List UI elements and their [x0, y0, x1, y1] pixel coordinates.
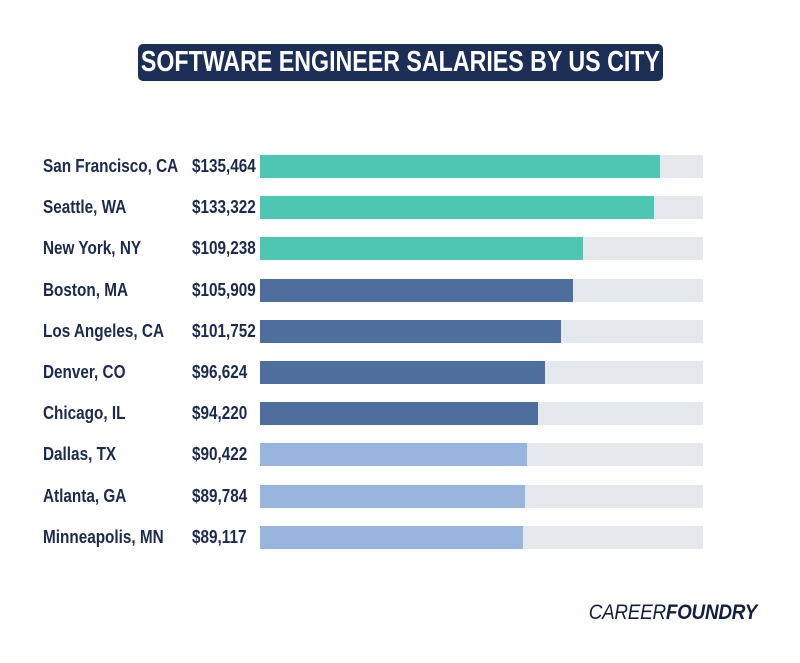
city-label: Los Angeles, CA [43, 320, 165, 341]
salary-value: $90,422 [192, 444, 248, 465]
bar-track [260, 361, 703, 385]
chart-row: Atlanta, GA $89,784 [43, 476, 703, 517]
salary-value: $96,624 [192, 362, 248, 383]
bar-track [260, 278, 703, 302]
salary-bar [260, 402, 539, 426]
city-label: Dallas, TX [43, 444, 117, 465]
chart-title-banner: SOFTWARE ENGINEER SALARIES BY US CITY [138, 44, 663, 81]
salary-value: $109,238 [192, 238, 256, 259]
chart-row: Minneapolis, MN $89,117 [43, 517, 703, 558]
logo-text-foundry: FOUNDRY [665, 601, 757, 624]
salary-bar [260, 155, 661, 179]
salary-bar [260, 525, 524, 549]
city-label: New York, NY [43, 238, 142, 259]
salary-bar [260, 484, 526, 508]
bar-track [260, 155, 703, 179]
chart-row: Chicago, IL $94,220 [43, 393, 703, 434]
salary-bar [260, 319, 561, 343]
salary-bar [260, 443, 528, 467]
salary-value: $105,909 [192, 279, 256, 300]
salary-bar [260, 237, 583, 261]
bar-track [260, 525, 703, 549]
chart-row: New York, NY $109,238 [43, 228, 703, 269]
salary-value: $89,784 [192, 485, 248, 506]
bar-track [260, 484, 703, 508]
logo-text-career: CAREER [588, 601, 666, 624]
city-label: Seattle, WA [43, 197, 127, 218]
bar-track [260, 237, 703, 261]
bar-chart: San Francisco, CA $135,464 Seattle, WA $… [43, 146, 703, 558]
city-label: Atlanta, GA [43, 485, 127, 506]
city-label: Boston, MA [43, 279, 128, 300]
chart-row: Boston, MA $105,909 [43, 270, 703, 311]
bar-track [260, 443, 703, 467]
salary-bar [260, 361, 546, 385]
salary-bar [260, 196, 654, 220]
salary-value: $101,752 [192, 320, 256, 341]
chart-row: Dallas, TX $90,422 [43, 434, 703, 475]
chart-row: San Francisco, CA $135,464 [43, 146, 703, 187]
city-label: Minneapolis, MN [43, 526, 164, 547]
salary-value: $133,322 [192, 197, 256, 218]
bar-track [260, 402, 703, 426]
chart-row: Los Angeles, CA $101,752 [43, 311, 703, 352]
bar-track [260, 196, 703, 220]
chart-title: SOFTWARE ENGINEER SALARIES BY US CITY [140, 46, 661, 78]
salary-value: $89,117 [192, 526, 247, 547]
chart-row: Denver, CO $96,624 [43, 352, 703, 393]
salary-value: $94,220 [192, 403, 248, 424]
bar-track [260, 319, 703, 343]
city-label: Denver, CO [43, 362, 126, 383]
chart-row: Seattle, WA $133,322 [43, 187, 703, 228]
salary-bar [260, 278, 573, 302]
city-label: San Francisco, CA [43, 156, 179, 177]
careerfoundry-logo: CAREERFOUNDRY [588, 601, 758, 624]
salary-value: $135,464 [192, 156, 256, 177]
city-label: Chicago, IL [43, 403, 126, 424]
